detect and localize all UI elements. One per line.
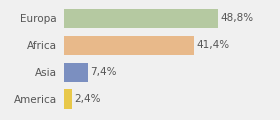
Text: 48,8%: 48,8% [220,13,253,23]
Bar [64,63,88,82]
Bar [64,36,194,55]
Text: 7,4%: 7,4% [90,67,117,77]
Text: 41,4%: 41,4% [197,40,230,50]
Text: 2,4%: 2,4% [74,94,101,104]
Bar [64,9,218,28]
Bar [64,90,72,109]
